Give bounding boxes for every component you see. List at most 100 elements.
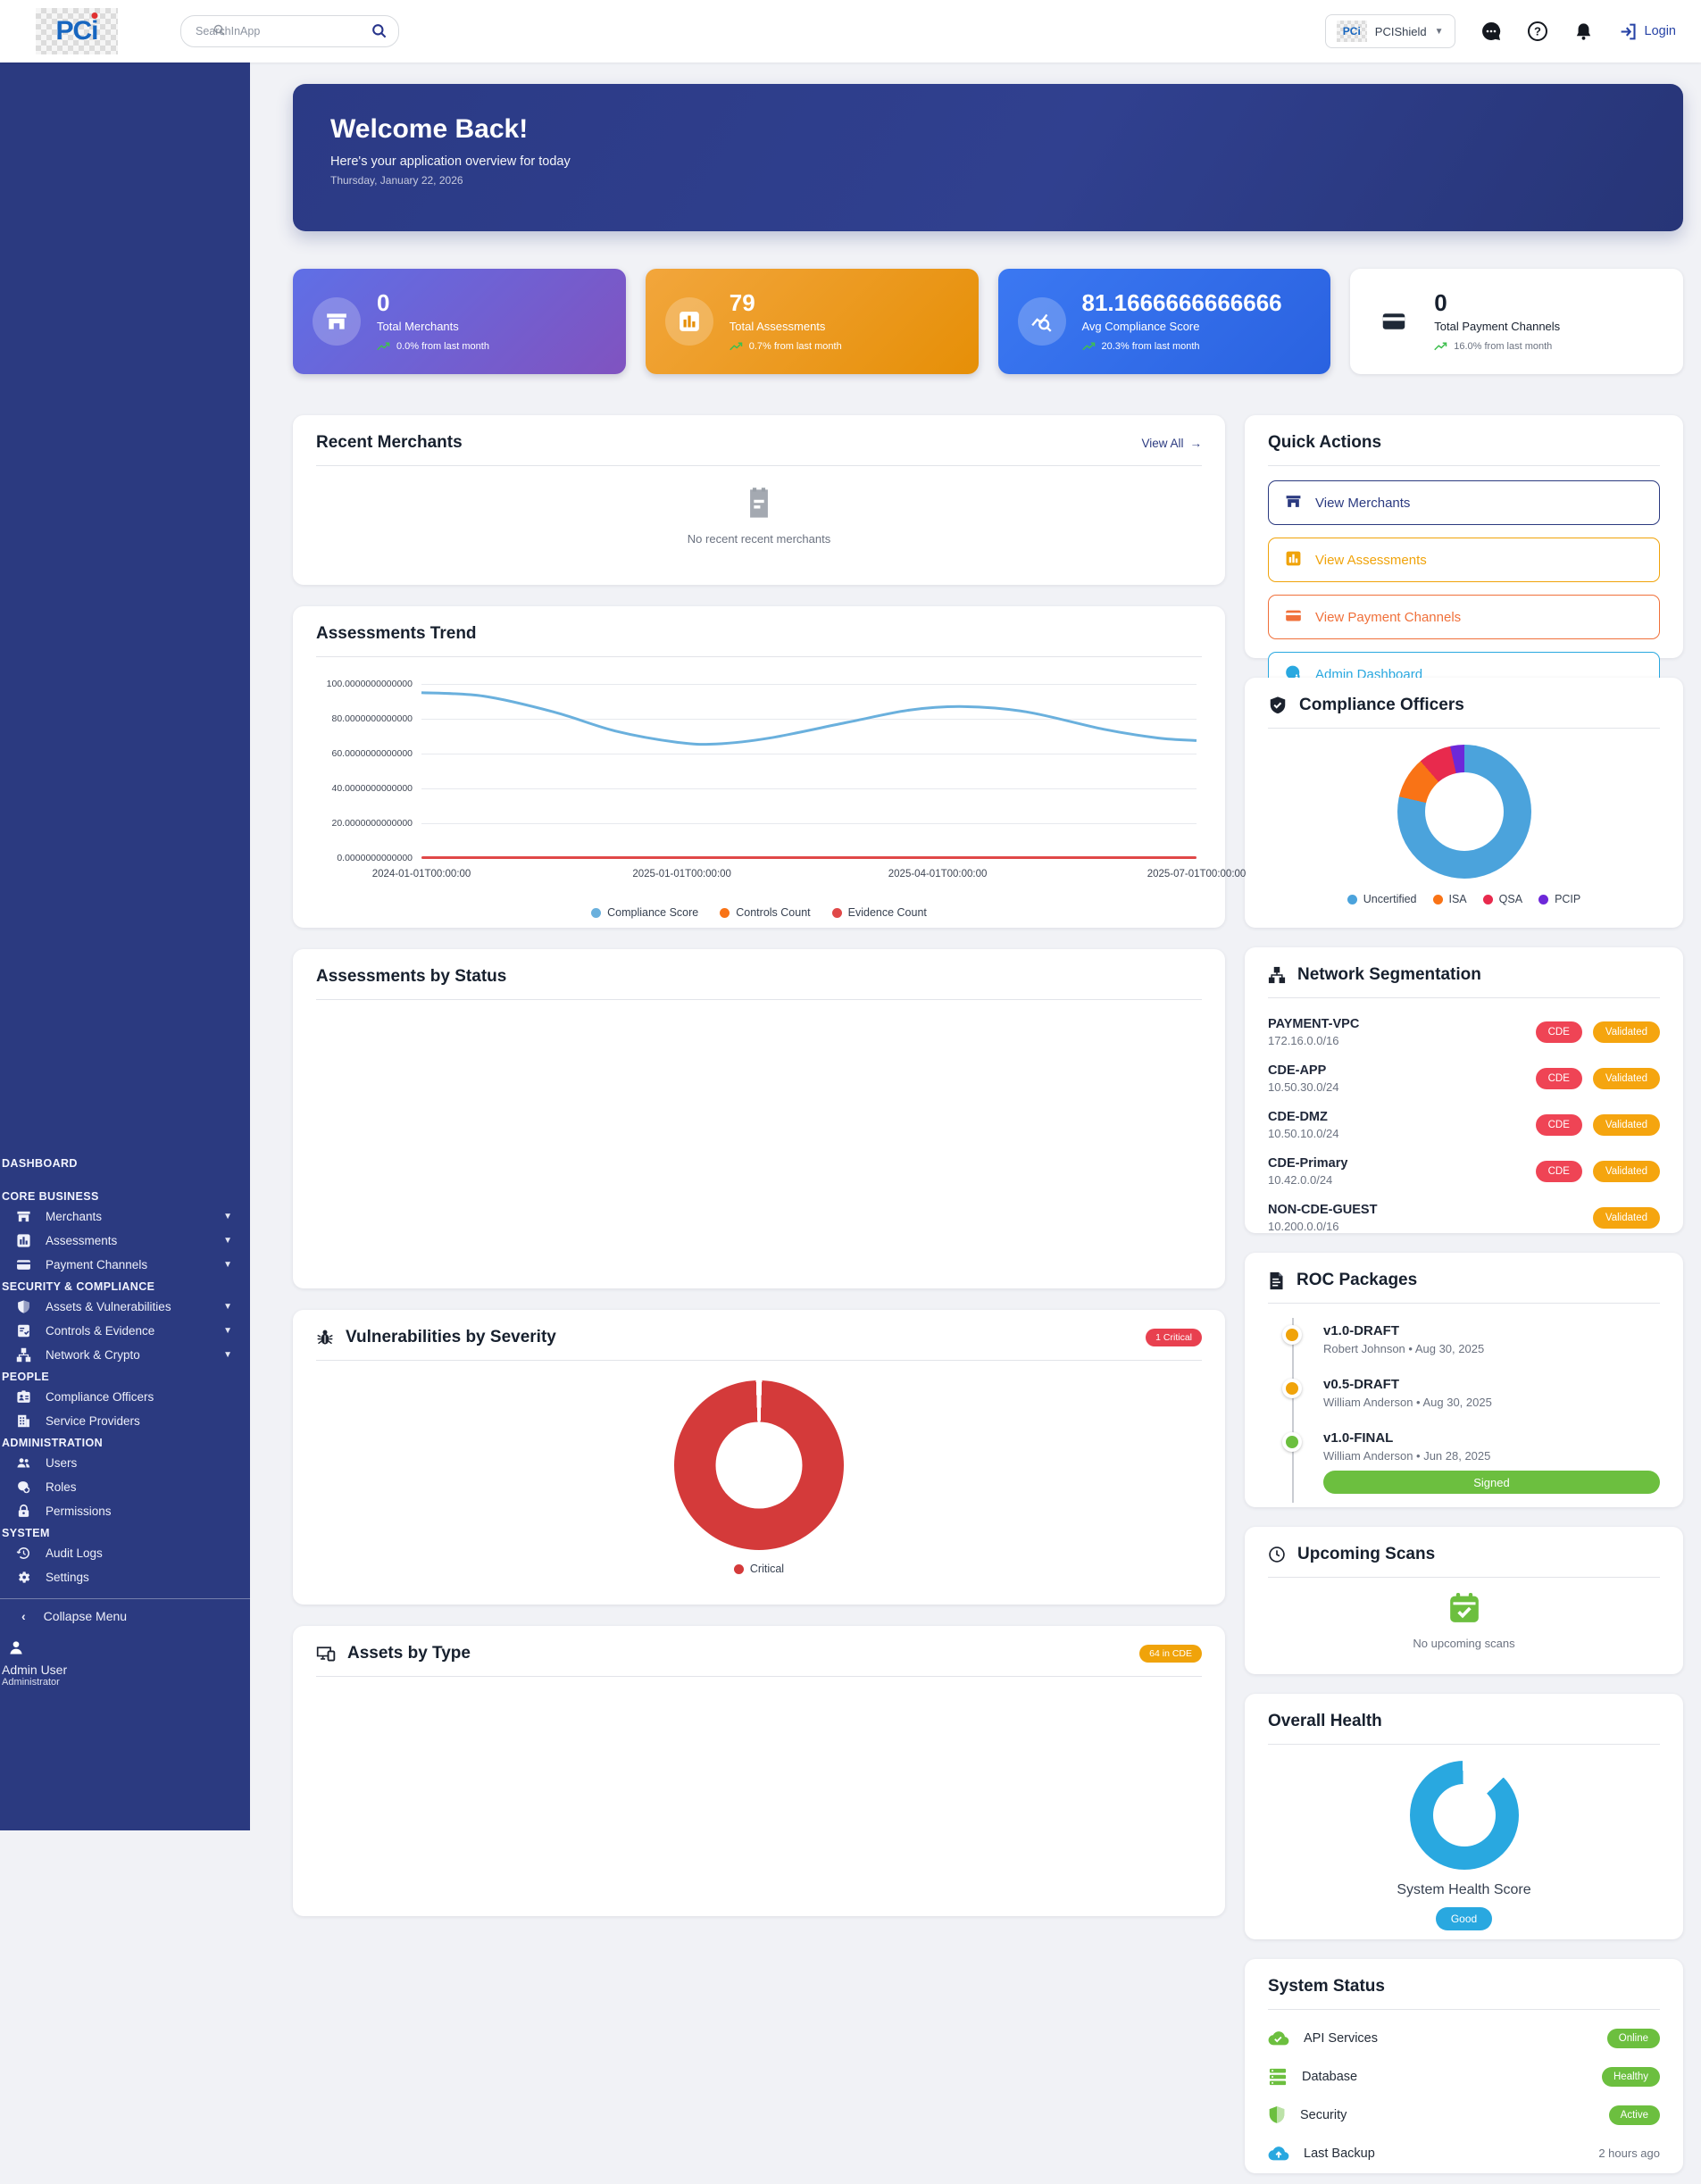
health-status-badge: Good xyxy=(1435,1907,1493,1930)
bug-icon xyxy=(316,1329,334,1346)
trend-plot-area xyxy=(421,684,1197,859)
org-logo: PCi xyxy=(1336,21,1367,42)
stat-avg-compliance-score[interactable]: 81.1666666666666 Avg Compliance Score 20… xyxy=(997,269,1331,374)
chevron-down-icon: ▼ xyxy=(223,1212,232,1221)
sidebar-spacer xyxy=(0,63,250,1154)
store-icon xyxy=(16,1209,31,1224)
network-row[interactable]: CDE-Primary 10.42.0.0/24 CDE Validated xyxy=(1268,1148,1660,1195)
cde-badge: CDE xyxy=(1535,1114,1582,1136)
sidebar-item-audit-logs[interactable]: Audit Logs xyxy=(0,1541,250,1565)
x-tick: 2025-04-01T00:00:00 xyxy=(888,869,988,879)
chevron-down-icon: ▼ xyxy=(223,1302,232,1312)
trending-up-icon xyxy=(1081,342,1095,350)
welcome-subtitle: Here's your application overview for tod… xyxy=(330,154,571,169)
compliance-officers-card: Compliance Officers Uncertified ISA QSA … xyxy=(1245,678,1683,928)
chevron-down-icon: ▼ xyxy=(223,1260,232,1270)
bar-chart-icon xyxy=(664,297,713,346)
main-content: Welcome Back! Here's your application ov… xyxy=(250,63,1701,2173)
org-selector[interactable]: PCi PCIShield ▼ xyxy=(1324,14,1455,48)
sidebar-item-users[interactable]: Users xyxy=(0,1451,250,1475)
app-logo[interactable]: PCi xyxy=(36,8,118,54)
stat-total-assessments[interactable]: 79 Total Assessments 0.7% from last mont… xyxy=(645,269,979,374)
status-badge: Healthy xyxy=(1602,2066,1660,2087)
stat-total-payment-channels[interactable]: 0 Total Payment Channels 16.0% from last… xyxy=(1350,269,1683,374)
sidebar-section-administration: ADMINISTRATION xyxy=(2,1437,103,1449)
search-icon[interactable] xyxy=(371,22,388,42)
help-icon[interactable]: ? xyxy=(1527,21,1548,42)
card-title: Recent Merchants xyxy=(316,433,463,452)
view-merchants-button[interactable]: View Merchants xyxy=(1268,480,1660,525)
bell-icon[interactable] xyxy=(1573,21,1594,42)
y-tick: 20.0000000000000 xyxy=(331,818,413,829)
validated-badge: Validated xyxy=(1592,1161,1660,1182)
roc-item[interactable]: v0.5-DRAFT William Anderson • Aug 30, 20… xyxy=(1268,1377,1660,1409)
network-row[interactable]: CDE-DMZ 10.50.10.0/24 CDE Validated xyxy=(1268,1102,1660,1148)
cloud-check-icon xyxy=(1268,2030,1289,2045)
validated-badge: Validated xyxy=(1592,1021,1660,1043)
sidebar-item-settings[interactable]: Settings xyxy=(0,1565,250,1589)
trending-up-icon xyxy=(377,342,390,350)
sidebar-item-network-crypto[interactable]: Network & Crypto ▼ xyxy=(0,1343,250,1367)
empty-state-text: No upcoming scans xyxy=(1413,1637,1515,1650)
network-list: PAYMENT-VPC 172.16.0.0/16 CDE Validated CD… xyxy=(1268,1009,1660,1241)
timeline-dot xyxy=(1282,1432,1302,1452)
network-row[interactable]: CDE-APP 10.50.30.0/24 CDE Validated xyxy=(1268,1055,1660,1102)
trend-legend: Compliance Score Controls Count Evidence… xyxy=(316,906,1202,919)
view-all-link[interactable]: View All → xyxy=(1141,436,1202,450)
sidebar-item-assessments[interactable]: Assessments ▼ xyxy=(0,1229,250,1253)
sidebar-item-payment-channels[interactable]: Payment Channels ▼ xyxy=(0,1253,250,1277)
devices-icon xyxy=(316,1645,336,1663)
cde-badge: CDE xyxy=(1535,1021,1582,1043)
view-payment-channels-button[interactable]: View Payment Channels xyxy=(1268,595,1660,639)
vulnerabilities-legend: Critical xyxy=(316,1563,1202,1575)
upcoming-scans-card: Upcoming Scans No upcoming scans xyxy=(1245,1527,1683,1674)
y-tick: 100.0000000000000 xyxy=(326,679,413,689)
status-row: Last Backup 2 hours ago xyxy=(1268,2134,1660,2172)
database-icon xyxy=(1269,2068,1287,2085)
sidebar-item-permissions[interactable]: Permissions xyxy=(0,1499,250,1523)
x-axis: 2024-01-01T00:00:00 2025-01-01T00:00:00 … xyxy=(372,869,1247,883)
welcome-date: Thursday, January 22, 2026 xyxy=(330,174,463,187)
welcome-banner: Welcome Back! Here's your application ov… xyxy=(293,84,1683,231)
roc-item[interactable]: v1.0-FINAL William Anderson • Jun 28, 20… xyxy=(1268,1430,1660,1494)
stat-cards: 0 Total Merchants 0.0% from last month 7… xyxy=(293,269,1683,374)
sidebar-item-roles[interactable]: Roles xyxy=(0,1475,250,1499)
critical-count-badge: 1 Critical xyxy=(1146,1329,1202,1346)
x-tick: 2025-07-01T00:00:00 xyxy=(1147,869,1247,879)
sidebar-item-controls-evidence[interactable]: Controls & Evidence ▼ xyxy=(0,1319,250,1343)
view-assessments-button[interactable]: View Assessments xyxy=(1268,538,1660,582)
cde-badge: CDE xyxy=(1535,1068,1582,1089)
chat-icon[interactable] xyxy=(1480,21,1502,42)
roc-item[interactable]: v1.0-DRAFT Robert Johnson • Aug 30, 2025 xyxy=(1268,1323,1660,1355)
status-badge: Active xyxy=(1608,2105,1660,2125)
sidebar-item-assets-vulnerabilities[interactable]: Assets & Vulnerabilities ▼ xyxy=(0,1295,250,1319)
sidebar-user[interactable]: Admin User Administrator xyxy=(0,1638,250,1688)
gear-icon xyxy=(16,1570,31,1585)
stat-total-merchants[interactable]: 0 Total Merchants 0.0% from last month xyxy=(293,269,626,374)
sidebar-item-compliance-officers[interactable]: Compliance Officers xyxy=(0,1385,250,1409)
network-segmentation-card: Network Segmentation PAYMENT-VPC 172.16.0… xyxy=(1245,947,1683,1233)
assessments-by-status-card: Assessments by Status xyxy=(293,949,1225,1288)
calendar-check-icon xyxy=(1449,1593,1479,1622)
chevron-down-icon: ▼ xyxy=(223,1236,232,1246)
stat-value: 79 xyxy=(729,289,755,317)
legend-label: ISA xyxy=(1448,893,1467,905)
network-row[interactable]: PAYMENT-VPC 172.16.0.0/16 CDE Validated xyxy=(1268,1009,1660,1055)
y-tick: 80.0000000000000 xyxy=(331,713,413,724)
users-icon xyxy=(16,1455,31,1471)
credit-card-icon xyxy=(1285,607,1302,628)
org-name: PCIShield xyxy=(1374,24,1427,38)
card-title: ROC Packages xyxy=(1297,1271,1418,1289)
stat-trend-text: 0.7% from last month xyxy=(748,340,842,352)
network-row[interactable]: NON-CDE-GUEST 10.200.0.0/16 Validated xyxy=(1268,1195,1660,1241)
collapse-menu-button[interactable]: ‹ Collapse Menu xyxy=(21,1609,128,1623)
document-icon xyxy=(1268,1271,1285,1290)
login-button[interactable]: Login xyxy=(1619,22,1676,41)
legend-label: PCIP xyxy=(1555,893,1581,905)
sidebar-item-merchants[interactable]: Merchants ▼ xyxy=(0,1205,250,1229)
search-input[interactable] xyxy=(180,15,399,47)
sidebar-item-service-providers[interactable]: Service Providers xyxy=(0,1409,250,1433)
compliance-officers-donut xyxy=(1397,745,1531,879)
roc-packages-card: ROC Packages v1.0-DRAFT Robert Johnson •… xyxy=(1245,1253,1683,1507)
chevron-down-icon: ▼ xyxy=(223,1326,232,1336)
